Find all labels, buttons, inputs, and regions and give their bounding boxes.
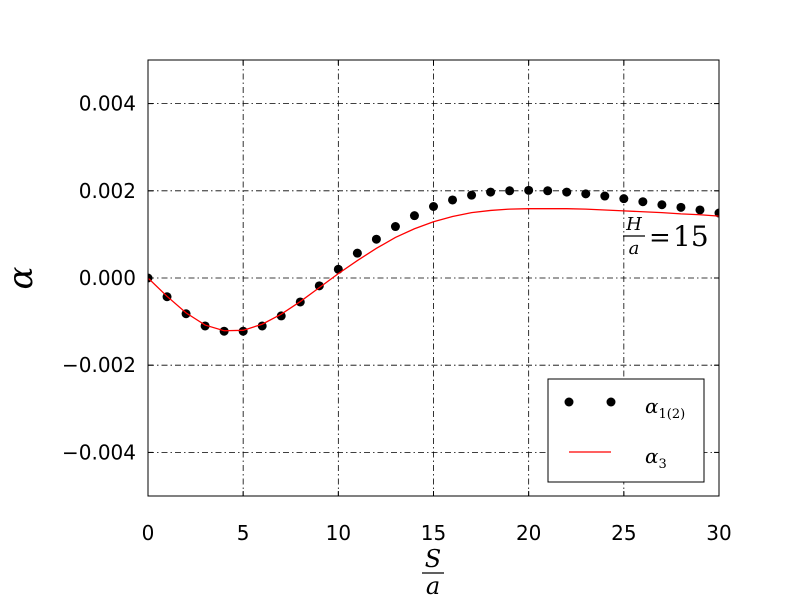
series-alpha12-point: [676, 202, 686, 212]
legend-label-alpha12-symbol: α: [645, 394, 659, 418]
x-axis-label: S a: [422, 545, 444, 600]
y-tick-label: 0.004: [79, 92, 136, 116]
tick-labels: 0 5 10 15 20 25 30 0.004 0.002 0.000 −0.002 −0.004: [62, 92, 732, 545]
series-alpha12-point: [619, 194, 629, 204]
series-alpha12-point: [409, 211, 419, 221]
annotation-num: H: [625, 214, 642, 235]
series-alpha12-point: [505, 186, 515, 196]
x-tick-label: 30: [706, 521, 731, 545]
legend-marker-1: [564, 397, 574, 407]
legend-marker-2: [606, 397, 616, 407]
legend: α1(2) α3: [547, 378, 705, 483]
series-alpha12-point: [467, 190, 477, 200]
x-axis-label-den: a: [426, 572, 440, 600]
legend-label-alpha12-subscript: 1(2): [659, 407, 686, 422]
x-tick-label: 15: [421, 521, 446, 545]
legend-label-alpha3: α3: [645, 444, 667, 472]
series-alpha3-line: [148, 208, 719, 332]
x-tick-label: 5: [237, 521, 250, 545]
series-alpha12-point: [543, 186, 553, 196]
series-alpha12-point: [238, 326, 248, 336]
x-tick-label: 20: [516, 521, 541, 545]
series-alpha12-point: [448, 195, 458, 205]
series-alpha12-point: [581, 189, 591, 199]
series-alpha12-point: [314, 281, 324, 291]
ticks: [147, 60, 720, 496]
legend-label-alpha3-symbol: α: [645, 444, 659, 468]
x-tick-label: 10: [326, 521, 351, 545]
x-tick-label: 25: [611, 521, 636, 545]
y-tick-label: 0.002: [79, 179, 136, 203]
y-tick-label: 0.000: [79, 266, 136, 290]
series-layer: [148, 185, 719, 336]
x-axis-label-num: S: [425, 545, 441, 573]
annotation-den: a: [629, 238, 640, 259]
series-alpha12-point: [562, 187, 572, 197]
legend-label-alpha12: α1(2): [645, 394, 685, 422]
series-alpha12-point: [276, 311, 286, 321]
legend-label-alpha3-subscript: 3: [659, 457, 667, 472]
annotation-value: 15: [673, 220, 709, 253]
y-tick-label: −0.002: [62, 353, 136, 377]
annotation-equals: =: [649, 223, 671, 253]
series-alpha12-point: [371, 234, 381, 244]
series-alpha12-point: [638, 197, 648, 207]
series-alpha12-point: [657, 200, 667, 210]
series-alpha12-point: [600, 191, 610, 201]
annotation-h-over-a: H a = 15: [623, 214, 709, 259]
legend-box: [547, 378, 705, 483]
series-alpha12-point: [486, 187, 496, 197]
series-alpha12-point: [390, 222, 400, 232]
series-alpha12-point: [695, 205, 705, 215]
y-axis-label: α: [1, 266, 41, 289]
series-alpha12-point: [352, 248, 362, 258]
x-tick-label: 0: [142, 521, 155, 545]
y-tick-label: −0.004: [62, 440, 136, 464]
series-alpha12-point: [333, 264, 343, 274]
series-alpha12-point: [524, 185, 534, 195]
series-alpha12-point: [429, 201, 438, 211]
